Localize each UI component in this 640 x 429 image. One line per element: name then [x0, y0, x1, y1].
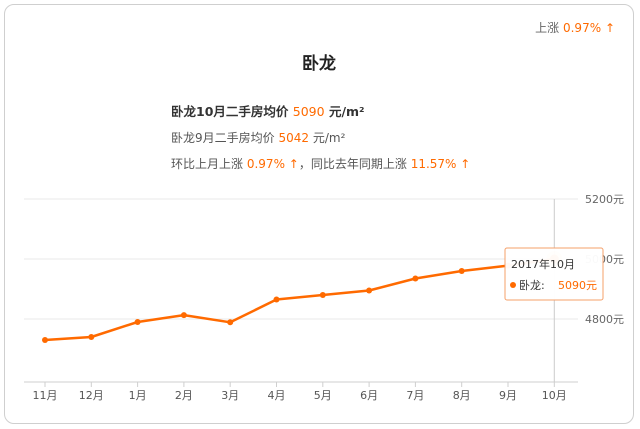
change-label: 上涨	[535, 21, 560, 35]
current-price-value: 5090	[292, 104, 325, 119]
mom-value: 0.97%	[246, 157, 285, 171]
prev-price-value: 5042	[278, 131, 310, 145]
yoy-up-arrow-icon: ↑	[460, 157, 471, 171]
change-value: 0.97%	[562, 21, 602, 35]
mom-label: 环比上月上涨	[171, 157, 244, 171]
prev-price-unit: 元/m²	[312, 131, 346, 145]
yoy-label: ，同比去年同期上涨	[298, 157, 407, 171]
prev-price-label: 卧龙9月二手房均价	[171, 131, 275, 145]
change-row: 环比上月上涨 0.97% ↑，同比去年同期上涨 11.57% ↑	[171, 151, 470, 177]
current-price-unit: 元/m²	[328, 104, 365, 119]
price-card: 上涨 0.97% ↑ 卧龙 卧龙10月二手房均价 5090 元/m² 卧龙9月二…	[4, 4, 634, 424]
current-price-label: 卧龙10月二手房均价	[171, 104, 289, 119]
up-arrow-icon: ↑	[604, 21, 615, 35]
price-stats: 卧龙10月二手房均价 5090 元/m² 卧龙9月二手房均价 5042 元/m²…	[171, 99, 470, 177]
prev-price-row: 卧龙9月二手房均价 5042 元/m²	[171, 125, 470, 151]
mom-up-arrow-icon: ↑	[288, 157, 299, 171]
yoy-value: 11.57%	[410, 157, 457, 171]
page-title: 卧龙	[302, 54, 336, 74]
change-badge: 上涨 0.97% ↑	[535, 19, 615, 36]
current-price-row: 卧龙10月二手房均价 5090 元/m²	[171, 99, 470, 125]
